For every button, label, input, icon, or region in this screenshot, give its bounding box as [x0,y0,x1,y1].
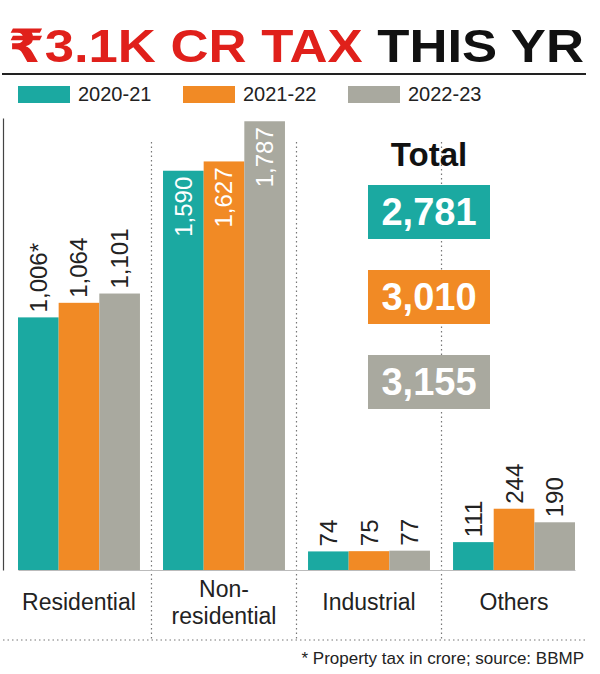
legend-label: 2020-21 [78,83,151,105]
x-tick-label: Others [480,589,549,615]
data-label: 1,590 [170,177,197,237]
x-tick: Non-residential [172,570,277,629]
total-value: 2,781 [381,191,476,233]
total-box [368,185,490,239]
data-label: 1,006* [25,243,52,312]
total-value: 3,010 [381,276,476,318]
totals: Total 2,781 3,010 3,155 [368,136,490,409]
bar [349,551,390,570]
data-label: 77 [396,519,423,546]
legend-swatch [183,86,235,103]
bar [163,171,204,570]
footnote: * Property tax in crore; source: BBMP [302,649,585,668]
y-axis-line [3,119,4,571]
bar [389,551,430,570]
x-tick: Industrial [322,570,415,615]
x-axis-line [19,570,576,571]
bar [59,303,100,570]
bars [18,121,575,570]
title-rule [2,73,586,75]
data-label: 1,101 [106,228,133,288]
data-label: 1,627 [210,167,237,227]
chart: ₹3.1K CR TAX THIS YR Residential Non-resid… [0,0,600,674]
legend: 2020-21 2021-22 2022-23 [18,83,481,105]
total-box [368,355,490,409]
bar [453,542,494,570]
x-tick-label: Industrial [322,589,415,615]
bottom-rule [3,639,586,640]
data-label: 75 [356,519,383,546]
legend-label: 2022-23 [408,83,481,105]
legend-swatch [18,86,70,103]
data-label: 244 [501,464,528,504]
group-separator [296,142,297,640]
data-label: 1,064 [65,238,92,298]
x-tick: Others [480,570,549,615]
data-label: 111 [460,501,487,537]
bar [534,522,575,570]
x-tick-label: Residential [22,589,136,615]
y-axis [3,119,4,571]
total-value: 3,155 [381,361,476,403]
bar [204,161,245,570]
x-tick: Residential [22,570,136,615]
bar [18,317,59,570]
bar [99,294,140,570]
totals-label: Total [391,136,467,173]
data-labels: 1,006* 1,590 74 111 1,064 1,627 75 244 1,101 1,78… [25,127,568,546]
legend-swatch [348,86,400,103]
bar [244,121,285,570]
x-tick-label: Non-residential [172,576,277,629]
x-axis: Residential Non-residential Industrial Othe… [19,570,576,629]
data-label: 190 [541,477,568,517]
total-box [368,270,490,324]
data-label: 74 [315,520,342,547]
bar [494,509,535,570]
title: ₹3.1K CR TAX THIS YR [8,20,584,72]
legend-label: 2021-22 [243,83,316,105]
data-label: 1,787 [251,127,278,187]
group-separator [151,142,152,640]
bar [308,551,349,570]
